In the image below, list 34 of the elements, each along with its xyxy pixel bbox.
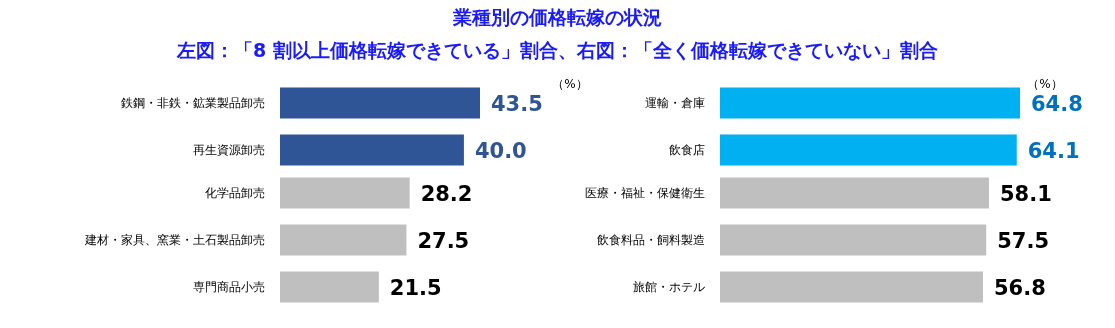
text: 業種別の価格転嫁の状況 bbox=[452, 6, 662, 28]
y-tick-label: 医療・福祉・保健衛生 bbox=[585, 186, 705, 200]
bar bbox=[720, 134, 1017, 166]
data-label: 21.5 bbox=[389, 276, 442, 300]
y-tick-label: 鉄鋼・非鉄・鉱業製品卸売 bbox=[121, 96, 265, 110]
bar bbox=[280, 224, 407, 256]
y-tick-label: 再生資源卸売 bbox=[193, 143, 265, 157]
data-label: 56.8 bbox=[993, 276, 1046, 300]
data-label: 58.1 bbox=[999, 182, 1052, 206]
text: （%） bbox=[552, 77, 588, 91]
data-label: 40.0 bbox=[474, 139, 527, 163]
bar bbox=[720, 87, 1020, 119]
y-tick-label: 運輸・倉庫 bbox=[645, 96, 705, 110]
bar bbox=[280, 271, 379, 303]
y-tick-label: 旅館・ホテル bbox=[633, 280, 705, 294]
data-label: 64.8 bbox=[1031, 92, 1083, 116]
bar bbox=[280, 177, 410, 209]
y-tick-label: 飲食料品・飼料製造 bbox=[597, 233, 705, 247]
bar bbox=[720, 224, 987, 256]
bar bbox=[280, 134, 464, 166]
bar bbox=[280, 87, 480, 119]
data-label: 43.5 bbox=[491, 92, 543, 116]
text: （%） bbox=[1027, 77, 1063, 91]
y-tick-label: 建材・家具、窯業・土石製品卸売 bbox=[84, 233, 265, 247]
data-label: 28.2 bbox=[420, 182, 473, 206]
y-tick-label: 専門商品小売 bbox=[193, 280, 265, 294]
bar bbox=[720, 177, 989, 209]
y-tick-label: 化学品卸売 bbox=[205, 186, 265, 200]
bar bbox=[720, 271, 983, 303]
data-label: 27.5 bbox=[417, 229, 470, 253]
y-tick-label: 飲食店 bbox=[669, 143, 705, 157]
data-label: 64.1 bbox=[1027, 139, 1080, 163]
text: 左図：「8 割以上価格転嫁できている」割合、右図：「全く価格転嫁できていない」割合 bbox=[176, 39, 938, 61]
data-label: 57.5 bbox=[997, 229, 1050, 253]
